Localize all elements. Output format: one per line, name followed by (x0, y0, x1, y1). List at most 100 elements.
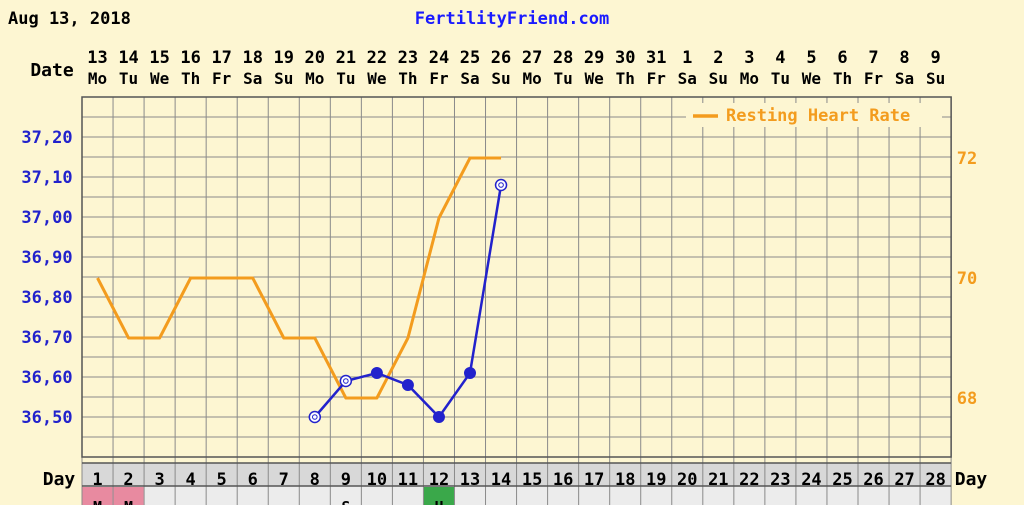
cycle-day-label: 27 (894, 470, 914, 490)
cycle-day-label: 1 (92, 470, 102, 490)
date-weekday-label: Mo (740, 69, 759, 88)
date-weekday-label: Fr (212, 69, 231, 88)
temperature-point[interactable] (432, 411, 445, 423)
cycle-day-label: 15 (522, 470, 542, 490)
date-weekday-label: Tu (336, 69, 355, 88)
date-number-label: 13 (87, 48, 107, 68)
date-weekday-label: Tu (771, 69, 790, 88)
cycle-day-label: 28 (925, 470, 945, 490)
date-weekday-label: Th (833, 69, 852, 88)
temperature-point-open[interactable] (339, 374, 353, 388)
date-number-label: 3 (744, 48, 754, 68)
date-number-label: 1 (682, 48, 692, 68)
date-number-label: 14 (118, 48, 138, 68)
date-weekday-label: Fr (647, 69, 666, 88)
temperature-tick-label: 36,70 (21, 328, 72, 348)
temperature-point[interactable] (401, 379, 414, 391)
temperature-tick-label: 37,20 (21, 128, 72, 148)
site-title-link[interactable]: FertilityFriend.com (415, 9, 609, 29)
day-label-right: Day (955, 469, 988, 490)
cycle-day-label: 23 (770, 470, 790, 490)
bottom-row-marker-text: ·· (213, 498, 231, 505)
bottom-row-marker-text: M (93, 498, 102, 505)
temperature-point[interactable] (370, 367, 383, 379)
date-weekday-label: Th (398, 69, 417, 88)
cycle-day-label: 22 (739, 470, 759, 490)
date-number-label: 22 (367, 48, 387, 68)
cycle-day-label: 3 (154, 470, 164, 490)
legend-background (686, 103, 942, 127)
date-number-label: 30 (615, 48, 635, 68)
temperature-point-open-inner (312, 414, 318, 420)
date-number-label: 6 (837, 48, 847, 68)
temperature-tick-label: 37,10 (21, 168, 72, 188)
heart-rate-tick-label: 72 (957, 149, 977, 169)
temperature-point-open[interactable] (308, 410, 322, 424)
date-number-label: 28 (553, 48, 573, 68)
bottom-row-marker-cell (82, 487, 113, 505)
temperature-tick-label: 36,60 (21, 368, 72, 388)
date-weekday-label: We (367, 69, 386, 88)
date-number-label: 31 (646, 48, 666, 68)
date-number-label: 15 (149, 48, 169, 68)
cycle-day-label: 7 (279, 470, 289, 490)
cycle-day-label: 10 (367, 470, 387, 490)
cycle-day-label: 24 (801, 470, 821, 490)
temperature-point-open-inner (498, 182, 504, 188)
date-number-label: 7 (868, 48, 878, 68)
date-weekday-label: Su (926, 69, 945, 88)
date-number-label: 24 (429, 48, 449, 68)
plot-border (81, 96, 952, 458)
date-number-label: 9 (930, 48, 940, 68)
date-number-label: 21 (336, 48, 356, 68)
cycle-day-label: 12 (429, 470, 449, 490)
date-number-label: 2 (713, 48, 723, 68)
date-weekday-label: Sa (895, 69, 914, 88)
date-weekday-label: Mo (88, 69, 107, 88)
date-number-label: 16 (180, 48, 200, 68)
date-number-label: 18 (242, 48, 262, 68)
bottom-row-marker-cell (113, 487, 144, 505)
temperature-point[interactable] (464, 367, 476, 379)
date-weekday-label: Sa (678, 69, 697, 88)
date-weekday-label: Fr (864, 69, 883, 88)
cycle-day-label: 25 (832, 470, 852, 490)
date-weekday-label: Tu (119, 69, 138, 88)
date-weekday-label: Th (616, 69, 635, 88)
date-number-label: 26 (491, 48, 511, 68)
date-weekday-label: Su (709, 69, 728, 88)
date-weekday-label: Sa (243, 69, 262, 88)
bottom-row-marker-cell (423, 487, 454, 505)
cycle-day-label: 26 (863, 470, 883, 490)
date-weekday-label: Mo (522, 69, 541, 88)
heart-rate-line (96, 156, 502, 400)
date-number-label: 27 (522, 48, 542, 68)
date-number-label: 23 (398, 48, 418, 68)
legend-heart-rate-label: Resting Heart Rate (726, 106, 910, 126)
date-number-label: 8 (899, 48, 909, 68)
date-weekday-label: Su (491, 69, 510, 88)
temperature-tick-label: 36,80 (21, 288, 72, 308)
date-weekday-label: Su (274, 69, 293, 88)
date-number-label: 4 (775, 48, 785, 68)
cycle-day-label: 8 (310, 470, 320, 490)
date-number-label: 20 (305, 48, 325, 68)
date-weekday-label: Tu (553, 69, 572, 88)
bottom-row-marker-text: S (341, 498, 350, 505)
temperature-point-open[interactable] (494, 178, 508, 192)
date-number-label: 19 (274, 48, 294, 68)
bottom-row-marker-text: M (124, 498, 133, 505)
temperature-tick-label: 36,50 (21, 408, 72, 428)
cycle-day-label: 17 (584, 470, 604, 490)
date-label: Date (30, 60, 74, 81)
date-number-label: 5 (806, 48, 816, 68)
day-label-left: Day (43, 469, 76, 490)
cycle-day-label: 18 (615, 470, 635, 490)
cycle-day-label: 11 (398, 470, 418, 490)
cycle-day-label: 5 (217, 470, 227, 490)
temperature-tick-label: 36,90 (21, 248, 72, 268)
cycle-day-label: 6 (248, 470, 258, 490)
cycle-day-label: 14 (491, 470, 511, 490)
date-number-label: 17 (211, 48, 231, 68)
temperature-tick-label: 37,00 (21, 208, 72, 228)
